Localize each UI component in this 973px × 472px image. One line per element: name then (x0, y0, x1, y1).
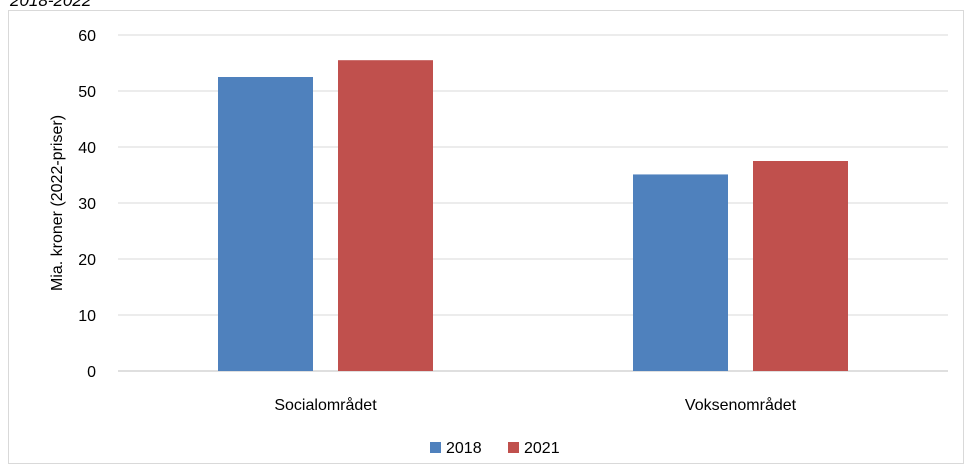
y-tick-label: 10 (78, 308, 96, 325)
bars (218, 60, 848, 371)
chart-caption: 2018-2022 (10, 0, 92, 10)
y-tick-labels: 0 10 20 30 40 50 60 (78, 28, 96, 381)
y-tick-label: 0 (87, 364, 96, 381)
category-labels: Socialområdet Voksenområdet (274, 396, 796, 414)
bar-2018-1 (633, 174, 728, 371)
legend: 2018 2021 (430, 440, 560, 457)
category-label: Socialområdet (274, 396, 377, 414)
bar-2021-1 (753, 161, 848, 371)
bar-2021-0 (338, 60, 433, 371)
category-label: Voksenområdet (685, 396, 797, 414)
y-tick-label: 40 (78, 140, 96, 157)
legend-swatch (508, 442, 519, 453)
y-tick-label: 20 (78, 252, 96, 269)
y-tick-label: 30 (78, 196, 96, 213)
legend-label: 2018 (446, 440, 482, 457)
y-tick-label: 50 (78, 84, 96, 101)
y-axis-label: Mia. kroner (2022-priser) (49, 115, 66, 291)
bar-2018-0 (218, 77, 313, 371)
y-tick-label: 60 (78, 28, 96, 45)
legend-swatch (430, 442, 441, 453)
legend-label: 2021 (524, 440, 560, 457)
chart-frame (8, 10, 964, 464)
